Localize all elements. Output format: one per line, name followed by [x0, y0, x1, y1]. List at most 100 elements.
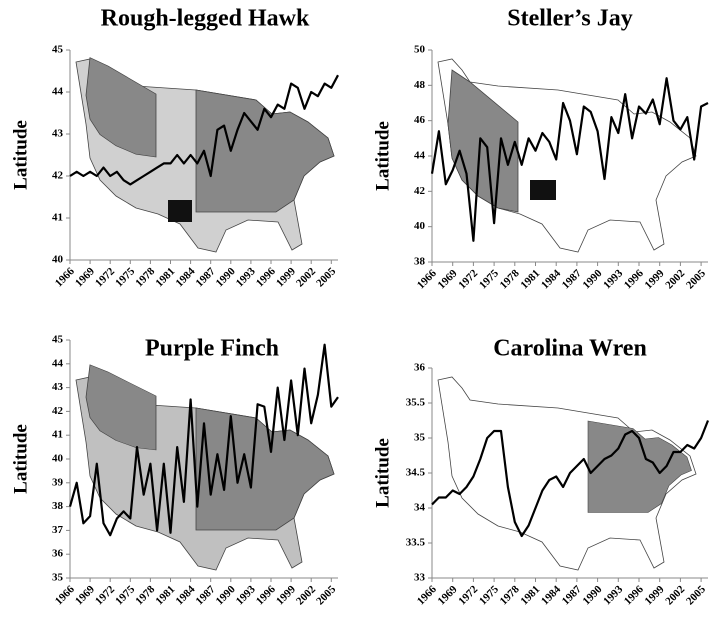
- x-tick-label: 1969: [436, 583, 460, 607]
- y-tick-label: 33: [414, 572, 426, 584]
- x-tick-label: 1990: [214, 265, 238, 289]
- y-axis-label: Latitude: [372, 121, 393, 191]
- x-tick-label: 1975: [477, 583, 501, 607]
- x-tick-label: 2005: [684, 583, 708, 607]
- x-tick-label: 1987: [194, 583, 218, 607]
- map: [75, 57, 335, 253]
- x-tick-label: 1981: [518, 583, 542, 607]
- y-tick-label: 40: [52, 254, 64, 266]
- map: [75, 364, 335, 571]
- y-axis-label: Latitude: [10, 120, 31, 190]
- x-tick-label: 1999: [643, 267, 667, 291]
- y-tick-label: 40: [414, 220, 426, 232]
- x-tick-label: 2005: [314, 265, 338, 289]
- x-tick-label: 1966: [53, 583, 77, 607]
- chart-title: Carolina Wren: [493, 336, 647, 362]
- y-tick-label: 42: [52, 170, 64, 182]
- y-tick-label: 43: [52, 381, 64, 393]
- y-tick-label: 41: [52, 429, 63, 441]
- x-tick-label: 1993: [601, 583, 625, 607]
- y-tick-label: 38: [52, 500, 64, 512]
- y-tick-label: 35: [414, 432, 426, 444]
- x-tick-label: 2002: [294, 583, 318, 607]
- y-tick-label: 35: [52, 572, 64, 584]
- x-tick-label: 1981: [518, 267, 542, 291]
- x-tick-label: 1990: [580, 267, 604, 291]
- x-tick-label: 1981: [153, 265, 177, 289]
- x-tick-label: 1996: [254, 583, 278, 607]
- x-tick-label: 1987: [194, 265, 218, 289]
- y-tick-label: 33.5: [406, 537, 426, 549]
- x-tick-label: 1993: [234, 583, 258, 607]
- y-tick-label: 43: [52, 128, 64, 140]
- y-tick-label: 34: [414, 502, 426, 514]
- x-tick-label: 1966: [53, 265, 77, 289]
- map: [437, 376, 697, 571]
- chart-title: Steller’s Jay: [507, 6, 633, 32]
- x-tick-label: 1984: [539, 267, 563, 291]
- x-tick-label: 1993: [601, 267, 625, 291]
- x-tick-label: 2005: [684, 267, 708, 291]
- y-tick-label: 44: [414, 150, 426, 162]
- x-tick-label: 2002: [663, 583, 687, 607]
- x-tick-label: 1987: [560, 583, 584, 607]
- x-tick-label: 2005: [314, 583, 338, 607]
- x-tick-label: 1981: [153, 583, 177, 607]
- x-tick-label: 1972: [456, 267, 480, 291]
- y-tick-label: 35.5: [406, 397, 426, 409]
- x-tick-label: 1984: [173, 265, 197, 289]
- x-tick-label: 1966: [415, 583, 439, 607]
- x-tick-label: 1996: [254, 265, 278, 289]
- chart-title: Rough-legged Hawk: [101, 6, 310, 32]
- x-tick-label: 1978: [133, 265, 157, 289]
- x-tick-label: 1972: [456, 583, 480, 607]
- x-tick-label: 1978: [498, 583, 522, 607]
- y-tick-label: 48: [414, 79, 426, 91]
- y-axis-label: Latitude: [10, 424, 31, 494]
- x-tick-label: 1999: [643, 583, 667, 607]
- x-tick-label: 2002: [294, 265, 318, 289]
- x-tick-label: 1972: [93, 265, 117, 289]
- x-tick-label: 1984: [173, 583, 197, 607]
- y-axis-label: Latitude: [372, 438, 393, 508]
- x-tick-label: 1978: [498, 267, 522, 291]
- x-tick-label: 1975: [113, 265, 137, 289]
- y-tick-label: 38: [414, 256, 426, 268]
- y-tick-label: 41: [52, 212, 63, 224]
- y-tick-label: 44: [52, 357, 64, 369]
- line: [430, 77, 709, 242]
- y-tick-label: 40: [52, 453, 64, 465]
- y-tick-label: 50: [414, 44, 426, 56]
- y-tick-label: 42: [52, 405, 64, 417]
- x-tick-label: 1999: [274, 583, 298, 607]
- y-tick-label: 34.5: [406, 467, 426, 479]
- x-tick-label: 1975: [477, 267, 501, 291]
- y-tick-label: 45: [52, 44, 64, 56]
- x-tick-label: 1969: [436, 267, 460, 291]
- y-tick-label: 39: [52, 476, 64, 488]
- x-tick-label: 1975: [113, 583, 137, 607]
- line: [431, 420, 710, 538]
- y-tick-label: 37: [52, 524, 64, 536]
- x-tick-label: 2002: [663, 267, 687, 291]
- y-tick-label: 46: [414, 114, 426, 126]
- x-tick-label: 1996: [622, 267, 646, 291]
- x-tick-label: 1984: [539, 583, 563, 607]
- x-tick-label: 1990: [214, 583, 238, 607]
- x-tick-label: 1990: [580, 583, 604, 607]
- x-tick-label: 1969: [73, 265, 97, 289]
- x-tick-label: 1969: [73, 583, 97, 607]
- y-tick-label: 36: [414, 362, 426, 374]
- x-tick-label: 1978: [133, 583, 157, 607]
- map: [437, 58, 697, 253]
- x-tick-label: 1972: [93, 583, 117, 607]
- y-tick-label: 45: [52, 334, 64, 346]
- x-tick-label: 1999: [274, 265, 298, 289]
- x-tick-label: 1996: [622, 583, 646, 607]
- x-tick-label: 1966: [415, 267, 439, 291]
- y-tick-label: 44: [52, 86, 64, 98]
- chart-title: Purple Finch: [145, 336, 279, 362]
- y-tick-label: 42: [414, 185, 426, 197]
- line: [68, 343, 339, 537]
